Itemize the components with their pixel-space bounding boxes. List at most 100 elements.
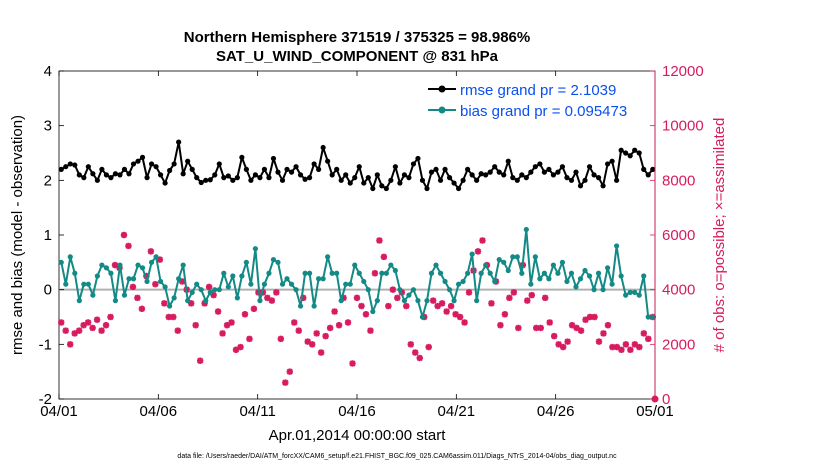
obs-marker: [559, 343, 567, 351]
rmse-point: [483, 172, 489, 178]
bias-point: [465, 270, 471, 276]
rmse-point: [252, 172, 259, 178]
bias-point: [595, 270, 602, 276]
rmse-point: [338, 177, 344, 183]
rmse-point: [374, 172, 380, 178]
obs-marker: [75, 327, 83, 334]
bias-point: [401, 298, 408, 304]
obs-marker: [295, 327, 302, 334]
obs-marker: [452, 311, 459, 318]
rmse-point: [383, 185, 389, 192]
rmse-point: [496, 169, 502, 175]
rmse-point: [239, 154, 245, 160]
left-tick-label: -1: [39, 336, 52, 353]
rmse-point: [103, 172, 110, 178]
obs-marker: [613, 343, 621, 351]
right-axis: 0 2000 4000 6000 8000 10000 12000: [650, 63, 704, 408]
rmse-point: [99, 166, 105, 172]
bias-point: [446, 287, 453, 293]
obs-marker: [456, 313, 464, 321]
rmse-point: [446, 175, 453, 181]
rmse-point: [514, 177, 520, 183]
bias-point: [487, 270, 493, 276]
rmse-point: [537, 161, 543, 167]
obs-marker: [134, 294, 141, 302]
bias-point: [586, 273, 593, 279]
legend: rmse grand pr = 2.1039 bias grand pr = 0…: [420, 78, 654, 120]
rmse-point: [306, 175, 313, 181]
rmse-point: [406, 175, 412, 181]
bias-point: [374, 298, 380, 304]
rmse-point: [370, 185, 376, 192]
rmse-point: [541, 169, 547, 175]
rmse-point: [478, 171, 484, 177]
rmse-point: [334, 166, 340, 172]
bias-point: [329, 270, 335, 276]
obs-marker: [438, 300, 446, 307]
obs-marker: [515, 324, 522, 332]
obs-marker: [488, 300, 495, 307]
obs-marker: [537, 324, 544, 332]
obs-marker: [129, 283, 137, 291]
rmse-point: [67, 161, 73, 167]
bias-point: [618, 273, 624, 279]
rmse-point: [591, 172, 597, 178]
obs-marker: [447, 302, 455, 310]
rmse-point: [573, 169, 579, 175]
rmse-point: [94, 177, 100, 183]
bias-point: [383, 270, 389, 276]
bias-point: [72, 270, 78, 276]
obs-marker: [62, 327, 69, 334]
obs-marker: [636, 343, 643, 351]
bias-point: [392, 267, 398, 274]
bias-point: [505, 267, 511, 274]
bias-point: [370, 308, 376, 315]
obs-marker: [550, 332, 558, 340]
bias-point: [185, 298, 191, 304]
rmse-point: [225, 173, 231, 179]
rmse-point: [81, 175, 87, 181]
left-axis: -2 -1 0 1 2 3 4: [39, 63, 64, 408]
rmse-point: [288, 169, 295, 175]
bias-point: [302, 270, 308, 276]
right-tick-label: 2000: [662, 336, 695, 353]
obs-marker: [237, 343, 244, 351]
bias-point: [442, 278, 448, 285]
bias-point: [261, 281, 268, 287]
obs-marker: [196, 357, 204, 364]
rmse-point: [157, 172, 164, 178]
rmse-point: [465, 166, 471, 172]
bias-point: [528, 281, 534, 287]
bias-point: [216, 287, 222, 293]
obs-marker: [93, 316, 101, 323]
obs-marker: [645, 335, 652, 343]
x-tick-label: 04/06: [140, 403, 178, 420]
rmse-point: [604, 161, 611, 167]
obs-marker: [308, 341, 316, 348]
rmse-point: [645, 172, 651, 178]
left-tick-label: -2: [39, 391, 52, 408]
bias-point: [514, 254, 520, 260]
bias-point: [99, 262, 105, 268]
bias-point: [388, 262, 394, 268]
rmse-point: [415, 155, 421, 162]
bias-point: [230, 273, 236, 279]
bias-point: [568, 270, 575, 276]
rmse-point: [627, 153, 633, 159]
bias-point: [135, 262, 141, 268]
bias-point: [293, 287, 299, 293]
bias-point: [221, 270, 227, 276]
bias-point: [108, 270, 114, 276]
bias-point: [198, 287, 204, 293]
rmse-point: [63, 164, 69, 170]
rmse-point: [519, 172, 525, 178]
obs-marker: [474, 248, 482, 255]
obs-marker: [371, 270, 379, 277]
rmse-point: [85, 164, 91, 170]
obs-marker: [344, 319, 352, 326]
obs-marker: [349, 360, 356, 367]
rmse-point: [198, 179, 204, 186]
bias-point: [225, 284, 231, 290]
obs-marker: [80, 322, 87, 329]
